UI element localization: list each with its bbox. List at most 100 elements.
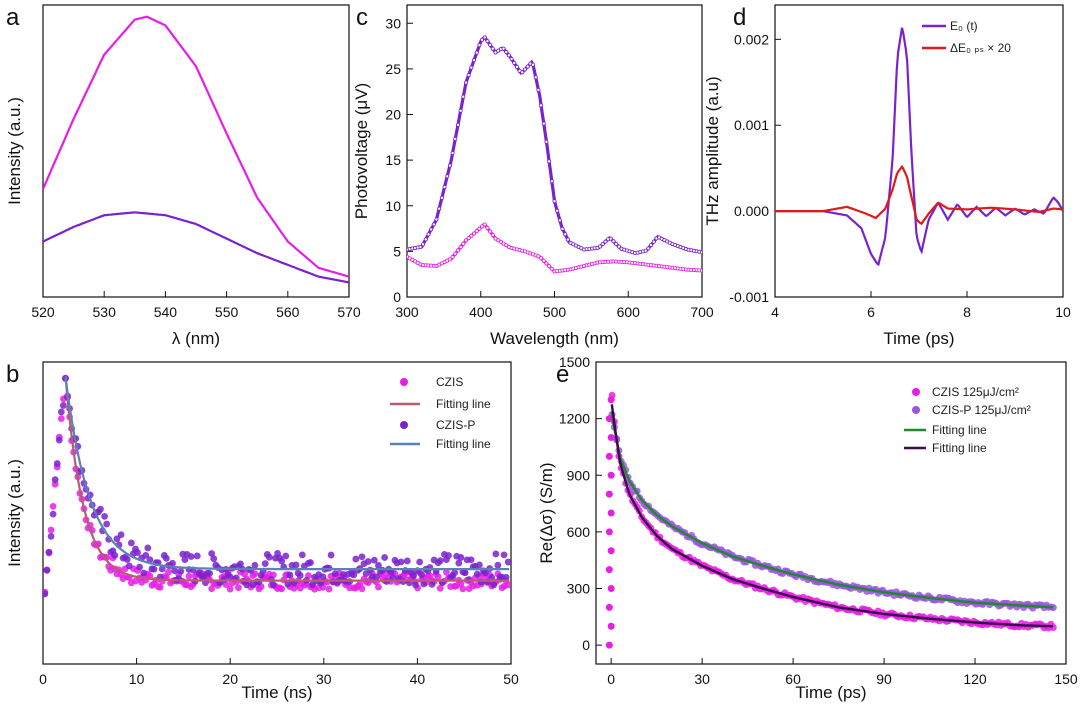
- data-point: [482, 569, 489, 577]
- data-point: [488, 573, 496, 581]
- data-point: [436, 557, 444, 565]
- data-point: [492, 550, 500, 558]
- data-point: [472, 231, 477, 236]
- legend-entry: CZIS: [436, 375, 463, 389]
- data-point: [307, 559, 314, 566]
- data-point: [358, 553, 366, 561]
- panel-c: 300 400 500 600 700 0 5 10 15 20 25 30 c Wavelength (…: [352, 4, 714, 348]
- data-point: [226, 573, 234, 581]
- x-tick-label: 8: [963, 304, 971, 320]
- data-point: [49, 502, 57, 510]
- data-point: [450, 151, 455, 156]
- data-point: [547, 264, 552, 269]
- data-point: [282, 552, 290, 560]
- x-tick-label: 300: [395, 304, 419, 320]
- data-point: [549, 266, 554, 271]
- data-point: [547, 159, 552, 164]
- x-tick-label: 120: [963, 671, 987, 687]
- series-line-E₀ (t): [775, 27, 1063, 267]
- data-point: [475, 561, 483, 569]
- plot-area-b: [43, 374, 511, 598]
- y-axis-label: Re(Δσ) (S/m): [537, 462, 556, 563]
- data-point: [428, 580, 436, 588]
- data-point: [616, 244, 621, 249]
- data-point: [169, 559, 176, 567]
- data-point: [123, 556, 131, 563]
- data-point: [144, 544, 152, 552]
- panel-b: 0 10 20 30 40 50 b Time (ns) Intensity (a.u.) CZI…: [5, 361, 519, 702]
- y-tick-label: 0: [582, 637, 590, 653]
- x-tick-label: 600: [617, 304, 641, 320]
- legend-swatch: [912, 406, 920, 414]
- data-point: [504, 50, 509, 55]
- data-point: [552, 199, 557, 204]
- data-point: [605, 452, 613, 460]
- data-point: [101, 512, 108, 520]
- data-point: [364, 558, 372, 565]
- data-point: [57, 415, 65, 422]
- y-tick-label: 1500: [559, 354, 590, 370]
- data-point: [397, 558, 405, 566]
- data-point: [103, 520, 111, 528]
- data-point: [605, 603, 613, 611]
- data-point: [536, 254, 541, 259]
- data-point: [458, 245, 463, 250]
- y-tick-label: 15: [385, 152, 401, 168]
- plot-area-d: [775, 27, 1063, 267]
- y-tick-label: 600: [567, 524, 591, 540]
- data-point: [370, 556, 378, 564]
- data-point: [278, 557, 286, 565]
- panel-label: a: [6, 4, 20, 31]
- data-point: [286, 571, 294, 579]
- y-axis-label: THz amplitude (a.u): [703, 76, 722, 225]
- data-point: [605, 528, 613, 536]
- data-point: [117, 531, 125, 539]
- data-point: [539, 256, 544, 261]
- data-point: [607, 434, 615, 441]
- data-point: [426, 232, 431, 237]
- data-point: [461, 94, 466, 99]
- data-point: [49, 510, 57, 518]
- fit-line: [64, 376, 510, 571]
- x-tick-label: 550: [215, 304, 239, 320]
- y-tick-label: 0: [393, 289, 401, 305]
- data-point: [488, 42, 493, 47]
- plot-frame-b: [42, 361, 512, 665]
- x-tick-label: 700: [690, 304, 714, 320]
- data-point: [60, 402, 67, 409]
- data-point: [549, 179, 554, 184]
- data-point: [445, 552, 452, 559]
- data-point: [55, 436, 63, 444]
- plot-area-c: [407, 35, 702, 274]
- data-point: [607, 622, 615, 630]
- plot-frame-c: [406, 4, 703, 298]
- data-point: [469, 65, 474, 70]
- x-tick-label: 570: [337, 304, 361, 320]
- data-point: [512, 60, 517, 65]
- data-point: [43, 590, 49, 598]
- y-axis-label: Intensity (a.u.): [5, 459, 24, 567]
- data-point: [434, 217, 439, 222]
- data-point: [47, 526, 55, 534]
- legend-entry: Fitting line: [436, 437, 491, 451]
- fit-line: [610, 411, 1054, 609]
- data-point: [375, 583, 382, 591]
- data-point: [125, 562, 133, 570]
- data-point: [453, 136, 458, 141]
- data-point: [557, 218, 562, 223]
- data-point: [502, 573, 510, 581]
- data-point: [457, 554, 465, 561]
- data-point: [490, 46, 495, 51]
- legend-swatch: [400, 378, 408, 386]
- data-point: [375, 562, 382, 569]
- data-point: [646, 246, 651, 251]
- y-tick-label: -0.001: [729, 289, 769, 305]
- data-point: [296, 572, 304, 579]
- data-point: [477, 226, 482, 231]
- data-point: [463, 238, 468, 243]
- y-tick-label: 0.002: [734, 31, 769, 47]
- data-point: [319, 573, 327, 581]
- data-point: [418, 245, 423, 250]
